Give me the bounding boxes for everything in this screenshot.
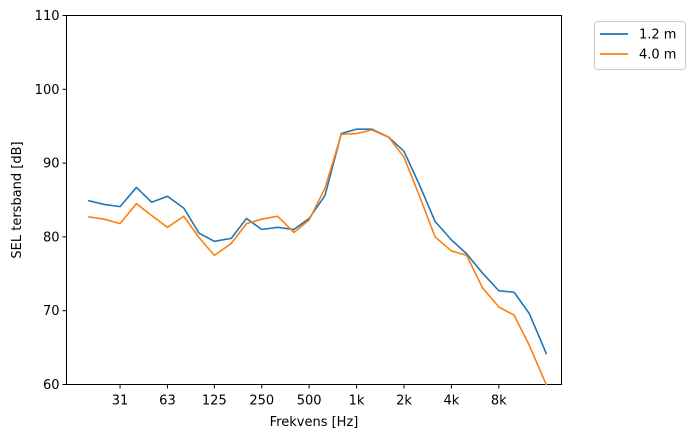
series-line (88, 128, 548, 355)
legend-label: 1.2 m (639, 28, 676, 43)
legend-label: 4.0 m (639, 48, 676, 63)
y-axis: 60 70 80 90 100 110 (35, 9, 67, 393)
x-tick-label: 250 (249, 394, 274, 409)
x-tick-label: 500 (297, 394, 322, 409)
y-tick-label: 100 (35, 83, 60, 98)
legend-entries: 1.2 m 4.0 m (600, 28, 676, 63)
series-layer (88, 128, 548, 386)
series-line (88, 129, 548, 386)
y-axis-label: SEL tersband [dB] (10, 141, 25, 258)
x-axis-label: Frekvens [Hz] (270, 415, 359, 430)
x-tick-label: 8k (491, 394, 507, 409)
x-tick-label: 31 (112, 394, 129, 409)
legend: 1.2 m 4.0 m (594, 21, 686, 70)
x-tick-label: 4k (443, 394, 459, 409)
y-tick-label: 90 (43, 157, 60, 172)
plot-area (66, 15, 562, 386)
y-tick-label: 110 (35, 9, 60, 24)
x-tick-label: 2k (396, 394, 412, 409)
x-axis: 31 63 125 250 500 1k 2k 4k 8k (112, 384, 507, 409)
y-tick-label: 70 (43, 304, 60, 319)
x-tick-label: 125 (202, 394, 227, 409)
y-tick-label: 80 (43, 230, 60, 245)
x-tick-label: 63 (159, 394, 176, 409)
y-tick-label: 60 (43, 378, 60, 393)
x-tick-label: 1k (349, 394, 365, 409)
plot-frame (66, 15, 562, 385)
